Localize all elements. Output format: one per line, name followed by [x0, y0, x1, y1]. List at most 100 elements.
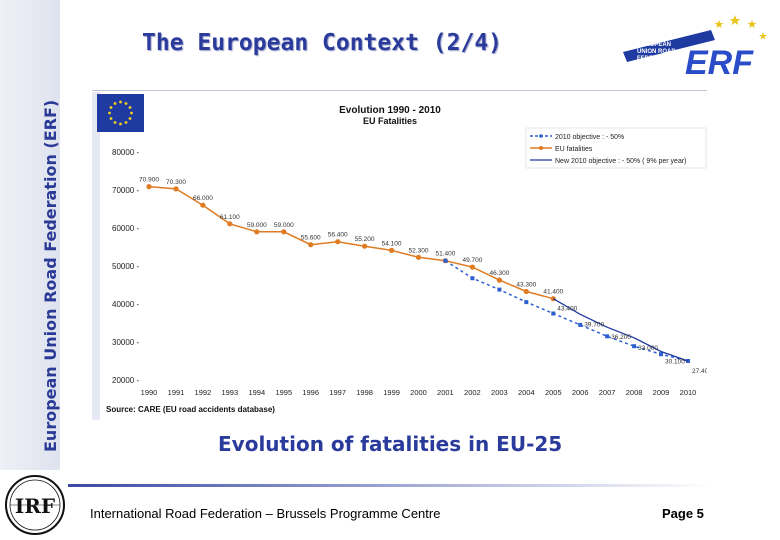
slide-caption: Evolution of fatalities in EU-25: [218, 432, 563, 456]
data-label-fatalities: 56.400: [328, 232, 348, 239]
x-tick-label: 2002: [464, 388, 481, 397]
slide-title: The European Context (2/4): [142, 30, 503, 56]
data-point-fatalities: [200, 202, 206, 208]
data-point-fatalities: [550, 296, 556, 302]
y-tick-label: 50000 -: [112, 262, 139, 271]
data-point-objective: [578, 322, 583, 327]
data-label-new-objective: 39.700: [584, 321, 604, 328]
irf-logo: IRF: [5, 475, 65, 535]
erf-logo: EUROPEAN UNION ROAD FEDERATION ERF: [623, 15, 767, 82]
flag-star: [124, 121, 128, 124]
eu-flag-icon: [97, 94, 144, 132]
fatalities-chart: Evolution 1990 - 2010 EU Fatalities 2010…: [92, 92, 707, 420]
flag-star: [108, 111, 111, 115]
x-tick-label: 2008: [626, 388, 643, 397]
data-label-fatalities: 46.300: [489, 270, 509, 277]
data-point-fatalities: [469, 264, 475, 270]
data-point-fatalities: [415, 254, 422, 260]
data-point-objective: [551, 311, 556, 316]
data-point-objective: [659, 352, 663, 357]
x-tick-label: 1993: [221, 388, 238, 397]
y-tick-label: 80000 -: [112, 148, 139, 157]
x-tick-label: 2006: [572, 388, 589, 397]
legend-label-fatalities: EU fatalities: [555, 146, 593, 153]
erf-logo-line-3: FEDERATION: [637, 56, 676, 62]
data-point-fatalities: [281, 229, 287, 235]
data-point-objective: [524, 300, 529, 305]
data-point-fatalities: [389, 247, 395, 253]
legend-label-new-objective: New 2010 objective : - 50% ( 9% per year…: [555, 158, 687, 165]
flag-star: [113, 121, 117, 124]
x-tick-label: 2000: [410, 388, 427, 397]
eu-stars-icon: [714, 15, 767, 40]
legend-label-objective: 2010 objective : - 50%: [555, 134, 624, 141]
y-tick-label: 20000 -: [112, 376, 139, 385]
flag-star: [124, 102, 128, 105]
data-point-objective: [497, 287, 502, 292]
x-tick-label: 2005: [545, 388, 562, 397]
x-tick-label: 1991: [168, 388, 185, 397]
x-tick-label: 2010: [680, 388, 697, 397]
data-label-new-objective: 43.400: [557, 306, 577, 313]
chart-legend: 2010 objective : - 50% EU fatalities New…: [525, 127, 707, 169]
x-tick-label: 1997: [329, 388, 346, 397]
x-tick-label: 2009: [653, 388, 670, 397]
data-label-fatalities: 49.700: [462, 257, 482, 264]
x-tick-label: 1998: [356, 388, 373, 397]
flag-star: [119, 122, 122, 126]
data-label-fatalities: 41.400: [543, 289, 563, 296]
chart-edge: [92, 92, 100, 420]
irf-logo-mark: IRF: [15, 494, 55, 518]
data-point-fatalities: [335, 239, 341, 245]
data-label-fatalities: 66.000: [193, 195, 213, 202]
x-tick-label: 2004: [518, 388, 535, 397]
erf-swoosh: [623, 30, 715, 62]
x-tick-label: 2001: [437, 388, 454, 397]
data-point-fatalities: [173, 186, 179, 192]
data-point-fatalities: [308, 242, 314, 248]
data-label-fatalities: 70.300: [166, 179, 186, 186]
data-label-fatalities: 61.100: [220, 214, 240, 221]
series-line-fatalities: [148, 185, 554, 300]
footer-divider: [68, 484, 713, 487]
x-tick-label: 1990: [141, 388, 158, 397]
chart-subtitle: EU Fatalities: [363, 116, 417, 126]
page-number: Page 5: [662, 506, 704, 521]
data-label-fatalities: 59.000: [247, 222, 267, 229]
data-point-fatalities: [146, 184, 152, 190]
x-tick-label: 1996: [302, 388, 319, 397]
data-point-objective: [605, 334, 610, 339]
flag-star: [109, 117, 113, 120]
erf-logo-line-2: UNION ROAD: [637, 49, 676, 55]
chart-title: Evolution 1990 - 2010: [339, 105, 441, 116]
footer-organization: International Road Federation – Brussels…: [90, 506, 441, 521]
data-point-fatalities: [496, 277, 502, 283]
chart-source: Source: CARE (EU road accidents database…: [106, 405, 275, 414]
flag-star: [109, 106, 113, 109]
y-tick-label: 30000 -: [112, 338, 139, 347]
data-point-objective: [470, 276, 475, 281]
x-tick-label: 1995: [275, 388, 292, 397]
flag-star: [130, 111, 133, 115]
data-label-fatalities: 59.000: [274, 222, 294, 229]
flag-star: [128, 117, 132, 120]
data-point-fatalities: [227, 221, 233, 227]
y-tick-label: 40000 -: [112, 300, 139, 309]
data-point-fatalities: [523, 288, 529, 295]
y-tick-label: 60000 -: [112, 224, 139, 233]
flag-star: [113, 102, 117, 105]
series-line-new-objective: [552, 298, 689, 362]
data-label-new-objective: 27.400: [692, 368, 707, 375]
data-label-fatalities: 70.900: [139, 177, 159, 184]
data-label-fatalities: 43.300: [516, 282, 536, 289]
erf-logo-line-1: EUROPEAN: [637, 42, 671, 48]
erf-logo-mark: ERF: [685, 44, 754, 82]
data-label-new-objective: 33.000: [638, 345, 658, 352]
title-divider: [92, 90, 707, 91]
data-label-fatalities: 55.600: [301, 235, 321, 242]
data-label-fatalities: 52.300: [409, 247, 429, 254]
x-tick-label: 1992: [195, 388, 212, 397]
sidebar-title: European Union Road Federation (ERF): [41, 99, 60, 452]
flag-star: [119, 100, 122, 104]
data-label-new-objective: 36.200: [611, 334, 631, 341]
